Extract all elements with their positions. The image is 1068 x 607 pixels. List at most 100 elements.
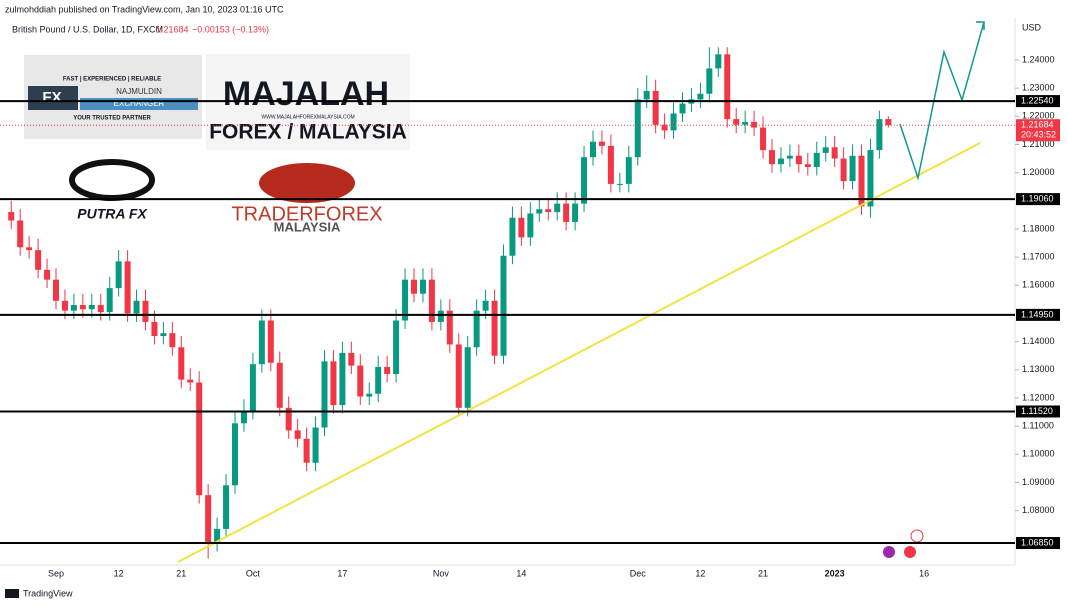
candle-body bbox=[849, 155, 856, 182]
candle-body bbox=[35, 250, 42, 270]
logo-shape bbox=[259, 163, 355, 203]
y-tick-label: 1.09000 bbox=[1022, 477, 1055, 487]
logo-text: FX bbox=[42, 89, 61, 106]
candle-body bbox=[509, 217, 516, 256]
projection-arrow bbox=[976, 21, 985, 30]
candle-body bbox=[652, 90, 659, 125]
projection-path bbox=[899, 21, 985, 181]
candle-body bbox=[366, 393, 373, 397]
change: −0.00153 (−0.13%) bbox=[192, 24, 269, 34]
candle-body bbox=[715, 54, 722, 69]
price-label-box bbox=[1016, 119, 1060, 142]
candle-body bbox=[867, 150, 874, 207]
y-tick-label: 1.22000 bbox=[1022, 111, 1055, 121]
logo-shape bbox=[69, 159, 155, 201]
candle-body bbox=[455, 344, 462, 408]
event-icon bbox=[883, 546, 895, 558]
trend-line bbox=[177, 142, 981, 563]
candle-body bbox=[777, 158, 784, 165]
candle-body bbox=[518, 217, 525, 238]
x-tick-label: Sep bbox=[48, 568, 64, 578]
y-tick-label: 1.23000 bbox=[1022, 83, 1055, 93]
level-label: 1.11520 bbox=[1021, 406, 1053, 416]
candle-body bbox=[393, 320, 400, 375]
y-tick-label: 1.17000 bbox=[1022, 252, 1055, 262]
x-tick-label: 17 bbox=[337, 568, 347, 578]
candle-body bbox=[178, 347, 185, 380]
logo-text: MAJALAH bbox=[223, 75, 389, 113]
candle-body bbox=[545, 209, 552, 213]
candle-body bbox=[769, 150, 775, 165]
candle-body bbox=[26, 247, 33, 251]
candle-body bbox=[831, 147, 838, 159]
candle-body bbox=[446, 310, 453, 345]
last-price: 1.21684 bbox=[156, 24, 189, 34]
x-tick-label: Oct bbox=[246, 568, 261, 578]
logos: FAST | EXPERIENCED | RELIABLE FX NAJMULD… bbox=[24, 54, 410, 234]
x-tick-label: 12 bbox=[695, 568, 705, 578]
candle-body bbox=[751, 121, 758, 128]
candle-body bbox=[661, 124, 668, 131]
candle-body bbox=[53, 279, 59, 301]
candle-body bbox=[733, 119, 740, 125]
x-tick-label: 14 bbox=[516, 568, 526, 578]
logo-text: YOUR TRUSTED PARTNER bbox=[73, 116, 151, 122]
candle-body bbox=[97, 305, 104, 313]
candle-body bbox=[616, 183, 623, 185]
candle-body bbox=[8, 212, 15, 221]
level-label-box bbox=[1016, 95, 1060, 108]
candle-body bbox=[79, 305, 86, 310]
candle-body bbox=[581, 157, 588, 204]
candle-body bbox=[115, 261, 122, 289]
publisher: zulmohddiah published on TradingView.com… bbox=[5, 4, 284, 14]
level-label: 1.06850 bbox=[1021, 537, 1054, 547]
candle-body bbox=[625, 157, 632, 184]
candle-body bbox=[285, 407, 292, 431]
candle-body bbox=[706, 68, 713, 94]
candle-body bbox=[240, 410, 247, 424]
candle-body bbox=[106, 288, 113, 313]
candle-body bbox=[572, 203, 579, 222]
level-label: 1.14950 bbox=[1021, 309, 1054, 319]
symbol: British Pound / U.S. Dollar, 1D, FXCM bbox=[12, 24, 163, 34]
logo-text: MALAYSIA bbox=[274, 219, 341, 234]
candle-body bbox=[160, 333, 167, 337]
candle-body bbox=[554, 203, 561, 213]
x-tick-label: 12 bbox=[114, 568, 124, 578]
candle-body bbox=[267, 320, 274, 363]
y-tick-label: 1.20000 bbox=[1022, 167, 1055, 177]
x-tick-label: Nov bbox=[433, 568, 450, 578]
candle-body bbox=[357, 365, 364, 397]
level-label: 1.22540 bbox=[1021, 95, 1054, 105]
x-tick-label: Dec bbox=[630, 568, 647, 578]
candle-body bbox=[169, 333, 176, 348]
candle-body bbox=[482, 300, 489, 311]
candle-body bbox=[419, 279, 426, 294]
candle-body bbox=[61, 300, 68, 311]
candle-body bbox=[590, 141, 596, 158]
logo-text: NAJMULDIN bbox=[116, 87, 162, 96]
plot bbox=[8, 47, 892, 559]
candle-body bbox=[598, 141, 605, 146]
level-label-box bbox=[1016, 308, 1060, 321]
candle-body bbox=[187, 379, 194, 383]
candle-body bbox=[303, 438, 310, 463]
candle-body bbox=[697, 93, 704, 100]
candle-body bbox=[124, 261, 131, 314]
y-tick-label: 1.24000 bbox=[1022, 54, 1055, 64]
y-tick-label: 1.18000 bbox=[1022, 223, 1055, 233]
candle-body bbox=[536, 209, 543, 214]
event-icon bbox=[910, 529, 924, 543]
x-tick-label: 21 bbox=[758, 568, 768, 578]
logo-text: PUTRA FX bbox=[77, 206, 148, 222]
candle-body bbox=[44, 269, 51, 280]
candle-body bbox=[527, 213, 534, 238]
logo-text: FOREX / MALAYSIA bbox=[209, 121, 407, 144]
candle-body bbox=[17, 220, 24, 248]
x-tick-label: 21 bbox=[176, 568, 186, 578]
candle-body bbox=[437, 310, 444, 322]
candle-body bbox=[249, 364, 256, 411]
candle-body bbox=[294, 430, 301, 439]
candle-body bbox=[384, 366, 391, 375]
